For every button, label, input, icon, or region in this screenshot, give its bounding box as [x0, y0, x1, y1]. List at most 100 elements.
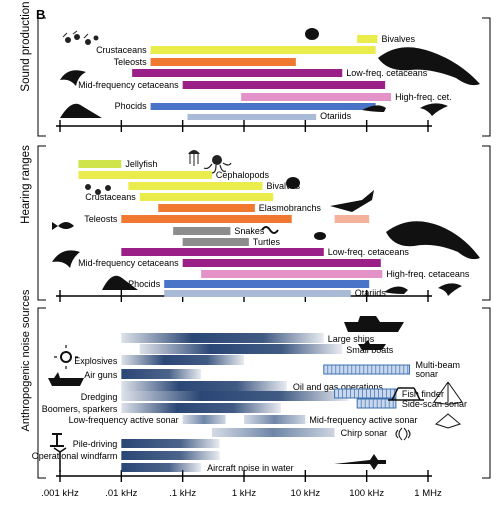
- bar-label: Phocids: [115, 101, 148, 111]
- bar-label: Pile-driving: [73, 439, 118, 449]
- bar-large-ships: [121, 333, 324, 343]
- bar-teleosts: [121, 215, 292, 223]
- dolphin-icon: [60, 70, 86, 86]
- bar-operational-windfarm: [121, 451, 220, 460]
- bar-label: Fish finder: [402, 389, 444, 399]
- panel-ylabel: Sound production: [20, 1, 32, 91]
- bar-label: Teleosts: [114, 57, 148, 67]
- bar-multi-beam-sonar: [323, 364, 411, 375]
- whale-icon: [378, 47, 480, 86]
- bar-label: Cephalopods: [216, 170, 270, 180]
- dolphin-icon: [438, 283, 462, 296]
- panel-ylabel: Anthropogenic noise sources: [20, 289, 32, 431]
- seal-icon: [384, 286, 408, 294]
- bar-crustaceans: [150, 46, 376, 54]
- bar-elasmobranchs: [158, 204, 255, 212]
- x-tick-label: 1 kHz: [232, 488, 257, 499]
- bar-mid-frequency-cetaceans: [182, 259, 381, 267]
- bar-small-boats: [139, 344, 343, 354]
- bar-label: Teleosts: [84, 214, 118, 224]
- panel-right-bracket: [482, 145, 491, 301]
- bar-air-guns: [121, 369, 202, 379]
- oil-rig-icon: [388, 387, 424, 401]
- bar-label: Low-frequency active sonar: [69, 415, 179, 425]
- sonar-beam-icon: [433, 381, 463, 405]
- bar-label: Side-scan sonar: [402, 399, 467, 409]
- airplane-icon: [334, 454, 386, 470]
- bar-label: High-freq. cetaceans: [386, 269, 470, 279]
- bar-label: Chirp sonar: [341, 428, 388, 438]
- dolphin-icon: [52, 250, 80, 268]
- bar-pile-driving: [121, 439, 220, 448]
- whale-icon: [386, 221, 480, 260]
- x-tick-label: 100 kHz: [349, 488, 384, 499]
- bar-teleosts: [150, 58, 296, 66]
- ship-icon: [344, 316, 404, 332]
- jellyfish-icon: [188, 150, 200, 166]
- bar-jellyfish: [78, 160, 122, 168]
- bar-high-freq-cet-: [241, 93, 392, 101]
- bar-phocids: [164, 280, 370, 288]
- boat-icon: [358, 340, 386, 350]
- bar-label: Turtles: [253, 237, 281, 247]
- bar-label: Multi-beam sonar: [416, 360, 461, 379]
- bar-turtles: [182, 238, 249, 246]
- bar-label: Dredging: [81, 392, 118, 402]
- icon-layer: [48, 28, 480, 472]
- sonar-beam-icon: [434, 413, 462, 429]
- bar-bivalves: [357, 35, 378, 43]
- bar-label: Bivalves: [381, 34, 415, 44]
- panel-left-bracket: [37, 145, 46, 301]
- bar-chirp-sonar: [211, 428, 335, 437]
- bar-crustaceans: [139, 193, 274, 201]
- chirp-icon: [395, 427, 411, 441]
- bar-label: Snakes: [234, 226, 265, 236]
- bar-label: Large ships: [328, 334, 375, 344]
- bar-dredging: [121, 391, 349, 401]
- bar-label: Oil and gas operations: [293, 382, 384, 392]
- bar-otariids: [187, 114, 317, 120]
- bar-aircraft-noise-in-water: [121, 463, 202, 472]
- bar-label: Aircraft noise in water: [207, 463, 294, 473]
- bar-oil-and-gas-operations: [121, 381, 287, 391]
- explosion-icon: [54, 345, 78, 369]
- x-tick-label: .001 kHz: [41, 488, 79, 499]
- octopus-icon: [203, 155, 232, 174]
- bar-label: Explosives: [74, 356, 118, 366]
- bar-low-freq-cetaceans: [132, 69, 343, 77]
- bar-low-freq-cetaceans: [121, 248, 324, 256]
- shark-icon: [330, 190, 374, 212]
- seal-icon: [102, 275, 138, 290]
- bar-label: Jellyfish: [125, 159, 157, 169]
- bar-boomers-sparkers: [121, 403, 281, 413]
- bar-label: Crustaceans: [96, 45, 147, 55]
- x-tick-label: 1 MHz: [414, 488, 442, 499]
- panel-right-bracket: [482, 307, 491, 479]
- bar-explosives: [121, 355, 244, 365]
- crustacean-icon: [85, 184, 111, 195]
- panel-right-bracket: [482, 17, 491, 137]
- bar-label: Elasmobranchs: [259, 203, 322, 213]
- bar-label: Otariids: [320, 111, 352, 121]
- bar-label: Mid-frequency cetaceans: [78, 80, 179, 90]
- x-tick-label: .01 kHz: [105, 488, 137, 499]
- clam-icon: [286, 177, 300, 189]
- dredge-ship-icon: [48, 372, 84, 386]
- bar-unlabeled: [334, 215, 370, 223]
- panel-left-bracket: [37, 17, 46, 137]
- bar-label: Low-freq. cetaceans: [328, 247, 410, 257]
- bar-snakes: [173, 227, 231, 235]
- panel-left-bracket: [37, 307, 46, 479]
- x-tick-label: 10 kHz: [291, 488, 321, 499]
- bar-label: Air guns: [84, 370, 118, 380]
- label-line: sonar: [416, 369, 439, 379]
- bar-mid-frequency-cetaceans: [182, 81, 386, 89]
- seal-icon: [362, 105, 386, 112]
- panel-ylabel: Hearing ranges: [20, 145, 32, 224]
- snake-icon: [261, 226, 279, 234]
- bar-label: Crustaceans: [85, 192, 136, 202]
- label-line: Multi-beam: [416, 360, 461, 370]
- bar-bivalves: [128, 182, 263, 190]
